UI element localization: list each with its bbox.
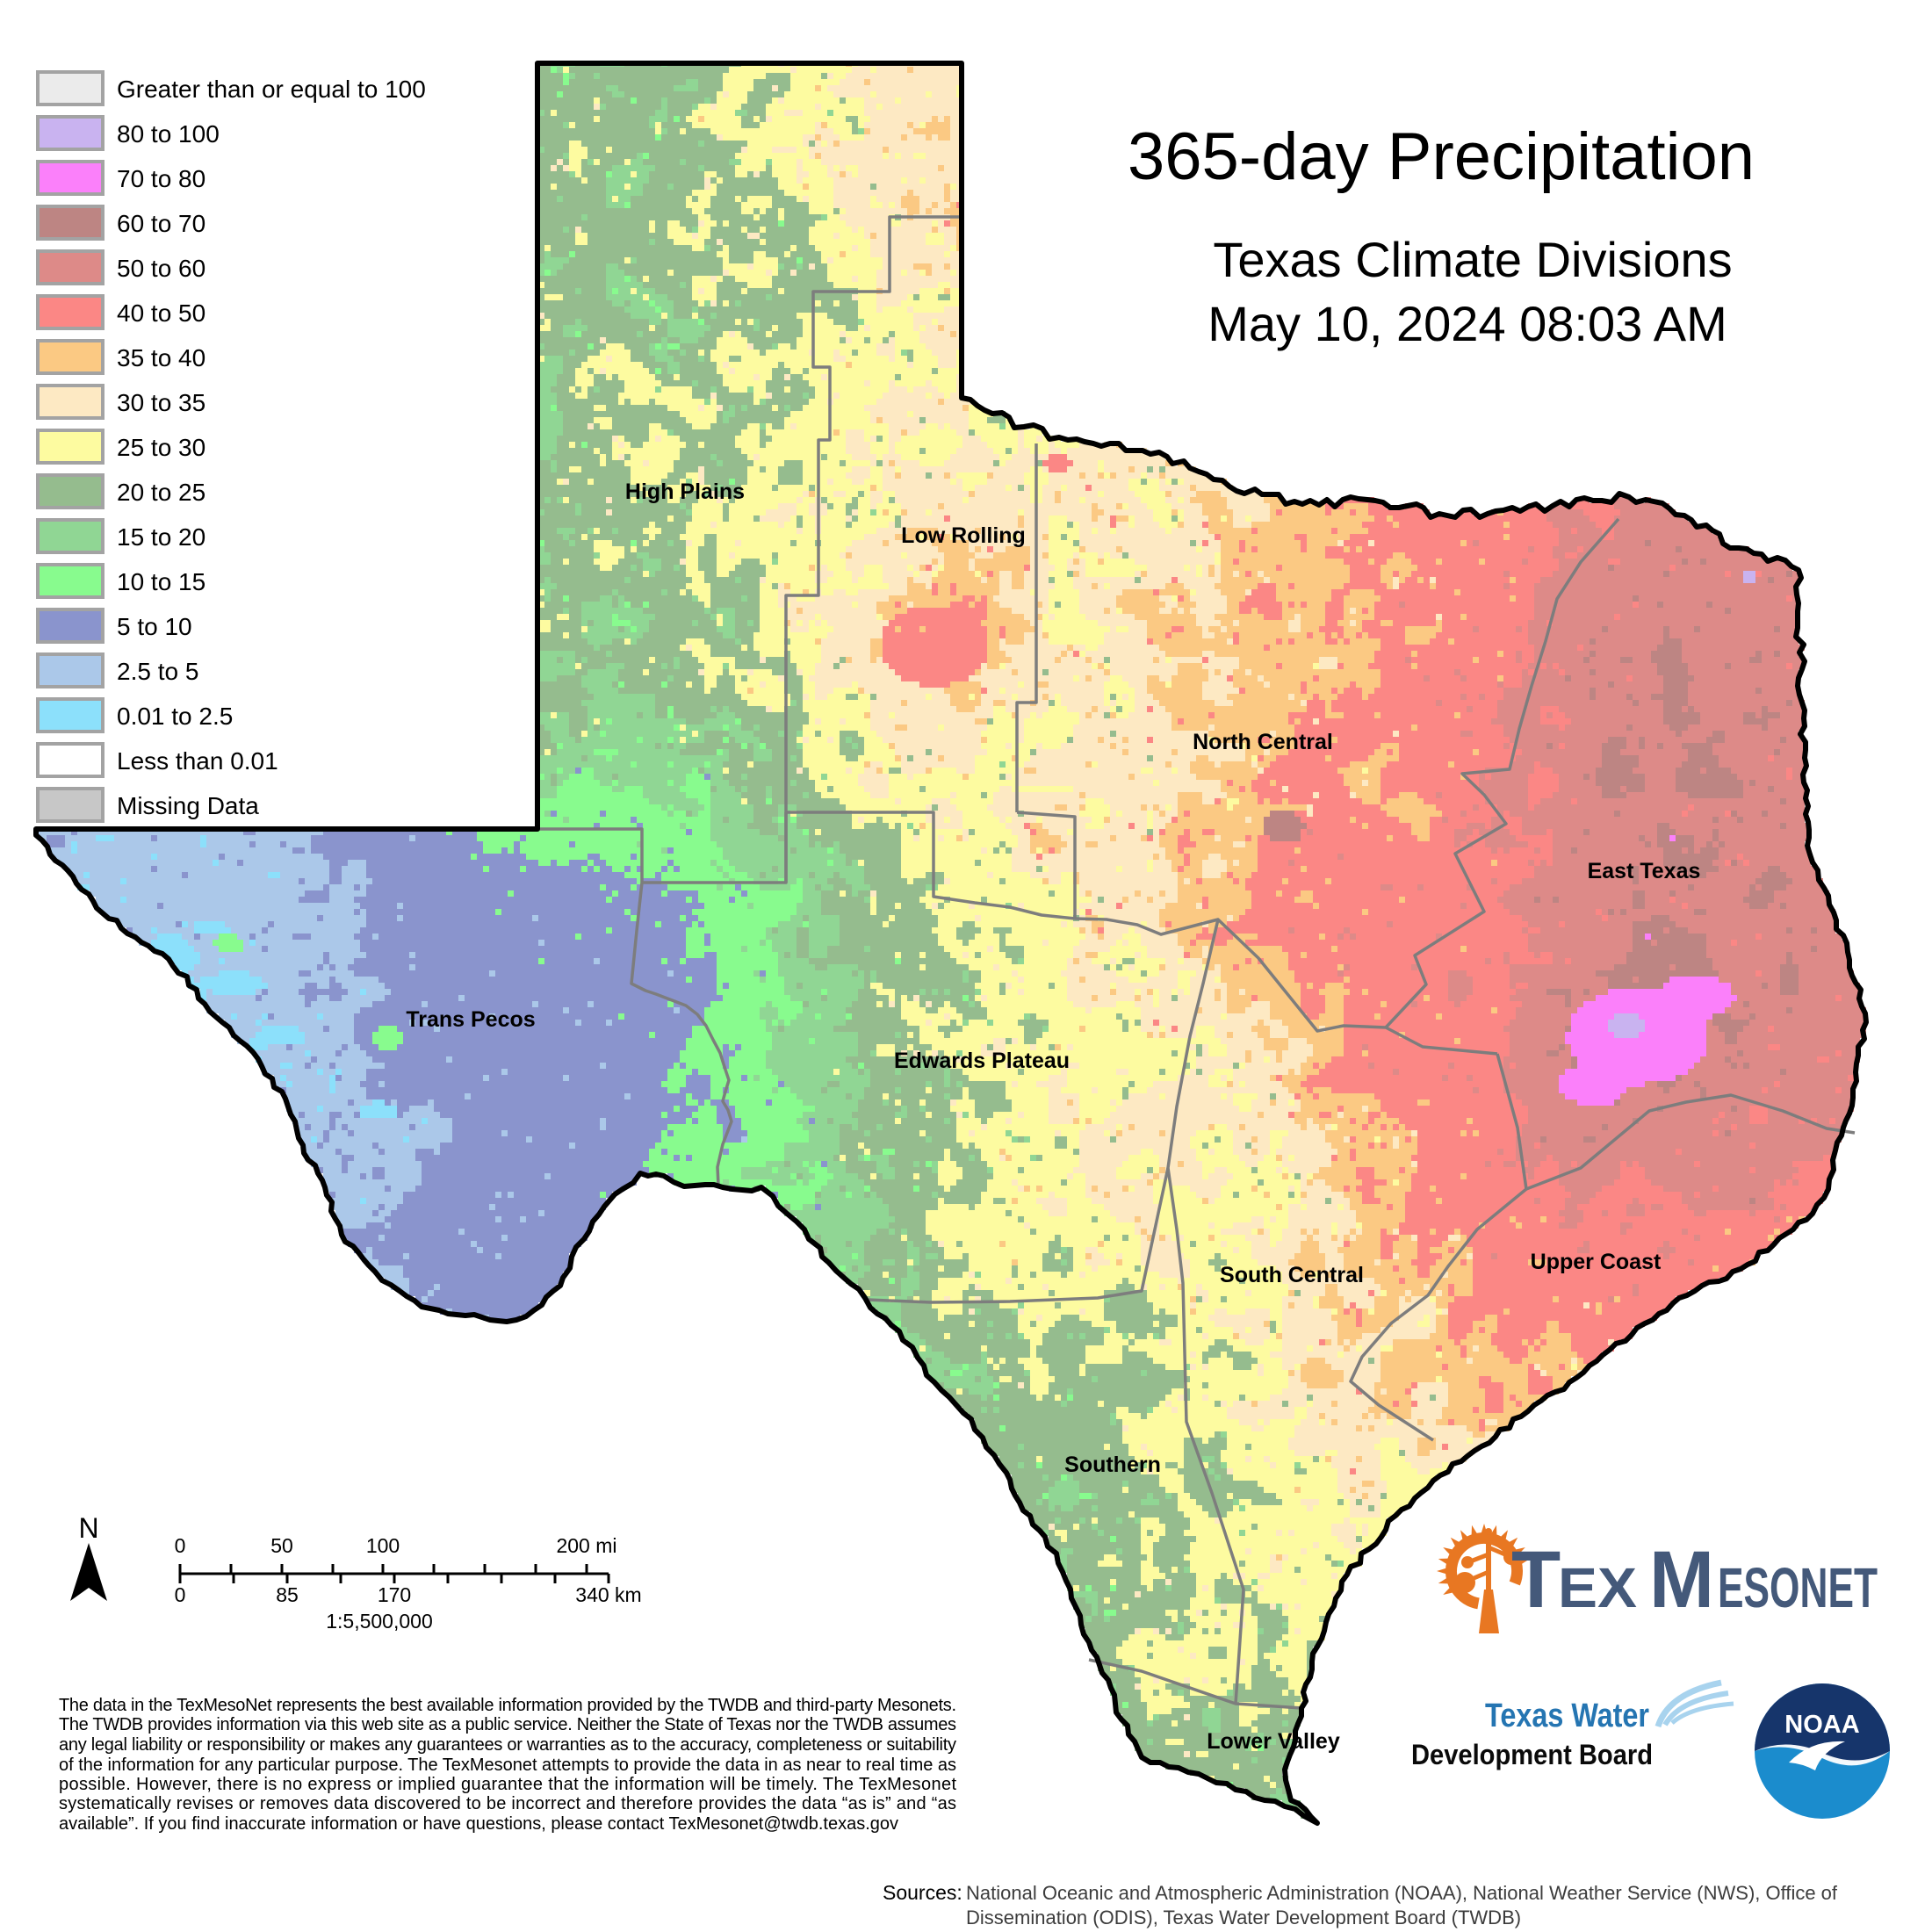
svg-text:100: 100: [366, 1534, 400, 1557]
svg-text:Texas Water: Texas Water: [1485, 1698, 1649, 1734]
svg-text:15 to 20: 15 to 20: [117, 523, 205, 551]
svg-text:Dissemination (ODIS), Texas Wa: Dissemination (ODIS), Texas Water Develo…: [966, 1907, 1521, 1928]
svg-text:Trans Pecos: Trans Pecos: [406, 1007, 535, 1032]
svg-text:Sources:: Sources:: [883, 1881, 962, 1904]
svg-text:Lower Valley: Lower Valley: [1207, 1729, 1340, 1754]
svg-text:NOAA: NOAA: [1784, 1711, 1859, 1739]
svg-text:The TWDB provides information: The TWDB provides information via this w…: [59, 1715, 956, 1734]
svg-text:Less than 0.01: Less than 0.01: [117, 747, 278, 775]
svg-text:40 to 50: 40 to 50: [117, 299, 205, 327]
svg-text:East Texas: East Texas: [1588, 859, 1701, 883]
svg-text:May 10, 2024 08:03 AM: May 10, 2024 08:03 AM: [1208, 296, 1727, 351]
svg-text:80 to 100: 80 to 100: [117, 120, 220, 148]
svg-text:National Oceanic and Atmospher: National Oceanic and Atmospheric Adminis…: [966, 1882, 1838, 1904]
svg-text:Low Rolling: Low Rolling: [901, 523, 1026, 548]
svg-text:0: 0: [175, 1534, 186, 1557]
svg-text:Southern: Southern: [1064, 1453, 1161, 1477]
svg-text:High Plains: High Plains: [625, 479, 745, 504]
svg-text:340 km: 340 km: [575, 1583, 641, 1606]
svg-text:170: 170: [378, 1583, 411, 1606]
svg-text:South Central: South Central: [1220, 1263, 1364, 1287]
svg-text:Development Board: Development Board: [1411, 1739, 1653, 1770]
svg-text:M: M: [1649, 1535, 1714, 1625]
svg-text:1:5,500,000: 1:5,500,000: [326, 1610, 433, 1633]
svg-text:5 to 10: 5 to 10: [117, 613, 192, 640]
svg-text:50 to 60: 50 to 60: [117, 255, 205, 282]
svg-text:Upper Coast: Upper Coast: [1531, 1250, 1662, 1274]
svg-text:365-day Precipitation: 365-day Precipitation: [1128, 119, 1755, 194]
svg-text:of the information for any par: of the information for any particular pu…: [59, 1755, 956, 1775]
svg-text:ESONET: ESONET: [1718, 1556, 1878, 1619]
svg-text:20 to 25: 20 to 25: [117, 479, 205, 506]
svg-text:EX: EX: [1558, 1556, 1637, 1619]
svg-text:30 to 35: 30 to 35: [117, 389, 205, 416]
svg-text:North Central: North Central: [1193, 730, 1333, 754]
svg-text:any legal liability or respons: any legal liability or responsibility or…: [59, 1735, 956, 1755]
svg-text:60 to 70: 60 to 70: [117, 210, 205, 237]
svg-text:70 to 80: 70 to 80: [117, 165, 205, 192]
svg-text:Texas Climate Divisions: Texas Climate Divisions: [1213, 232, 1732, 287]
svg-text:25 to 30: 25 to 30: [117, 434, 205, 461]
svg-text:Edwards Plateau: Edwards Plateau: [894, 1049, 1070, 1073]
svg-text:T: T: [1511, 1535, 1561, 1625]
svg-text:The data in the TexMesoNet rep: The data in the TexMesoNet represents th…: [59, 1696, 956, 1715]
svg-text:N: N: [78, 1512, 98, 1544]
svg-text:0: 0: [175, 1583, 186, 1606]
svg-text:50: 50: [270, 1534, 293, 1557]
svg-text:possible. However, there is no: possible. However, there is no express o…: [59, 1775, 956, 1794]
svg-text:Greater than or equal to 100: Greater than or equal to 100: [117, 76, 426, 103]
svg-text:85: 85: [276, 1583, 299, 1606]
svg-text:systematically revises or remo: systematically revises or removes data d…: [59, 1794, 956, 1813]
svg-text:35 to 40: 35 to 40: [117, 344, 205, 371]
svg-text:2.5 to 5: 2.5 to 5: [117, 658, 198, 685]
svg-text:Missing Data: Missing Data: [117, 792, 259, 819]
svg-text:available”. If you find inaccu: available”. If you find inaccurate infor…: [59, 1814, 898, 1834]
svg-text:0.01 to 2.5: 0.01 to 2.5: [117, 703, 233, 730]
svg-text:10 to 15: 10 to 15: [117, 568, 205, 595]
svg-text:200 mi: 200 mi: [556, 1534, 616, 1557]
